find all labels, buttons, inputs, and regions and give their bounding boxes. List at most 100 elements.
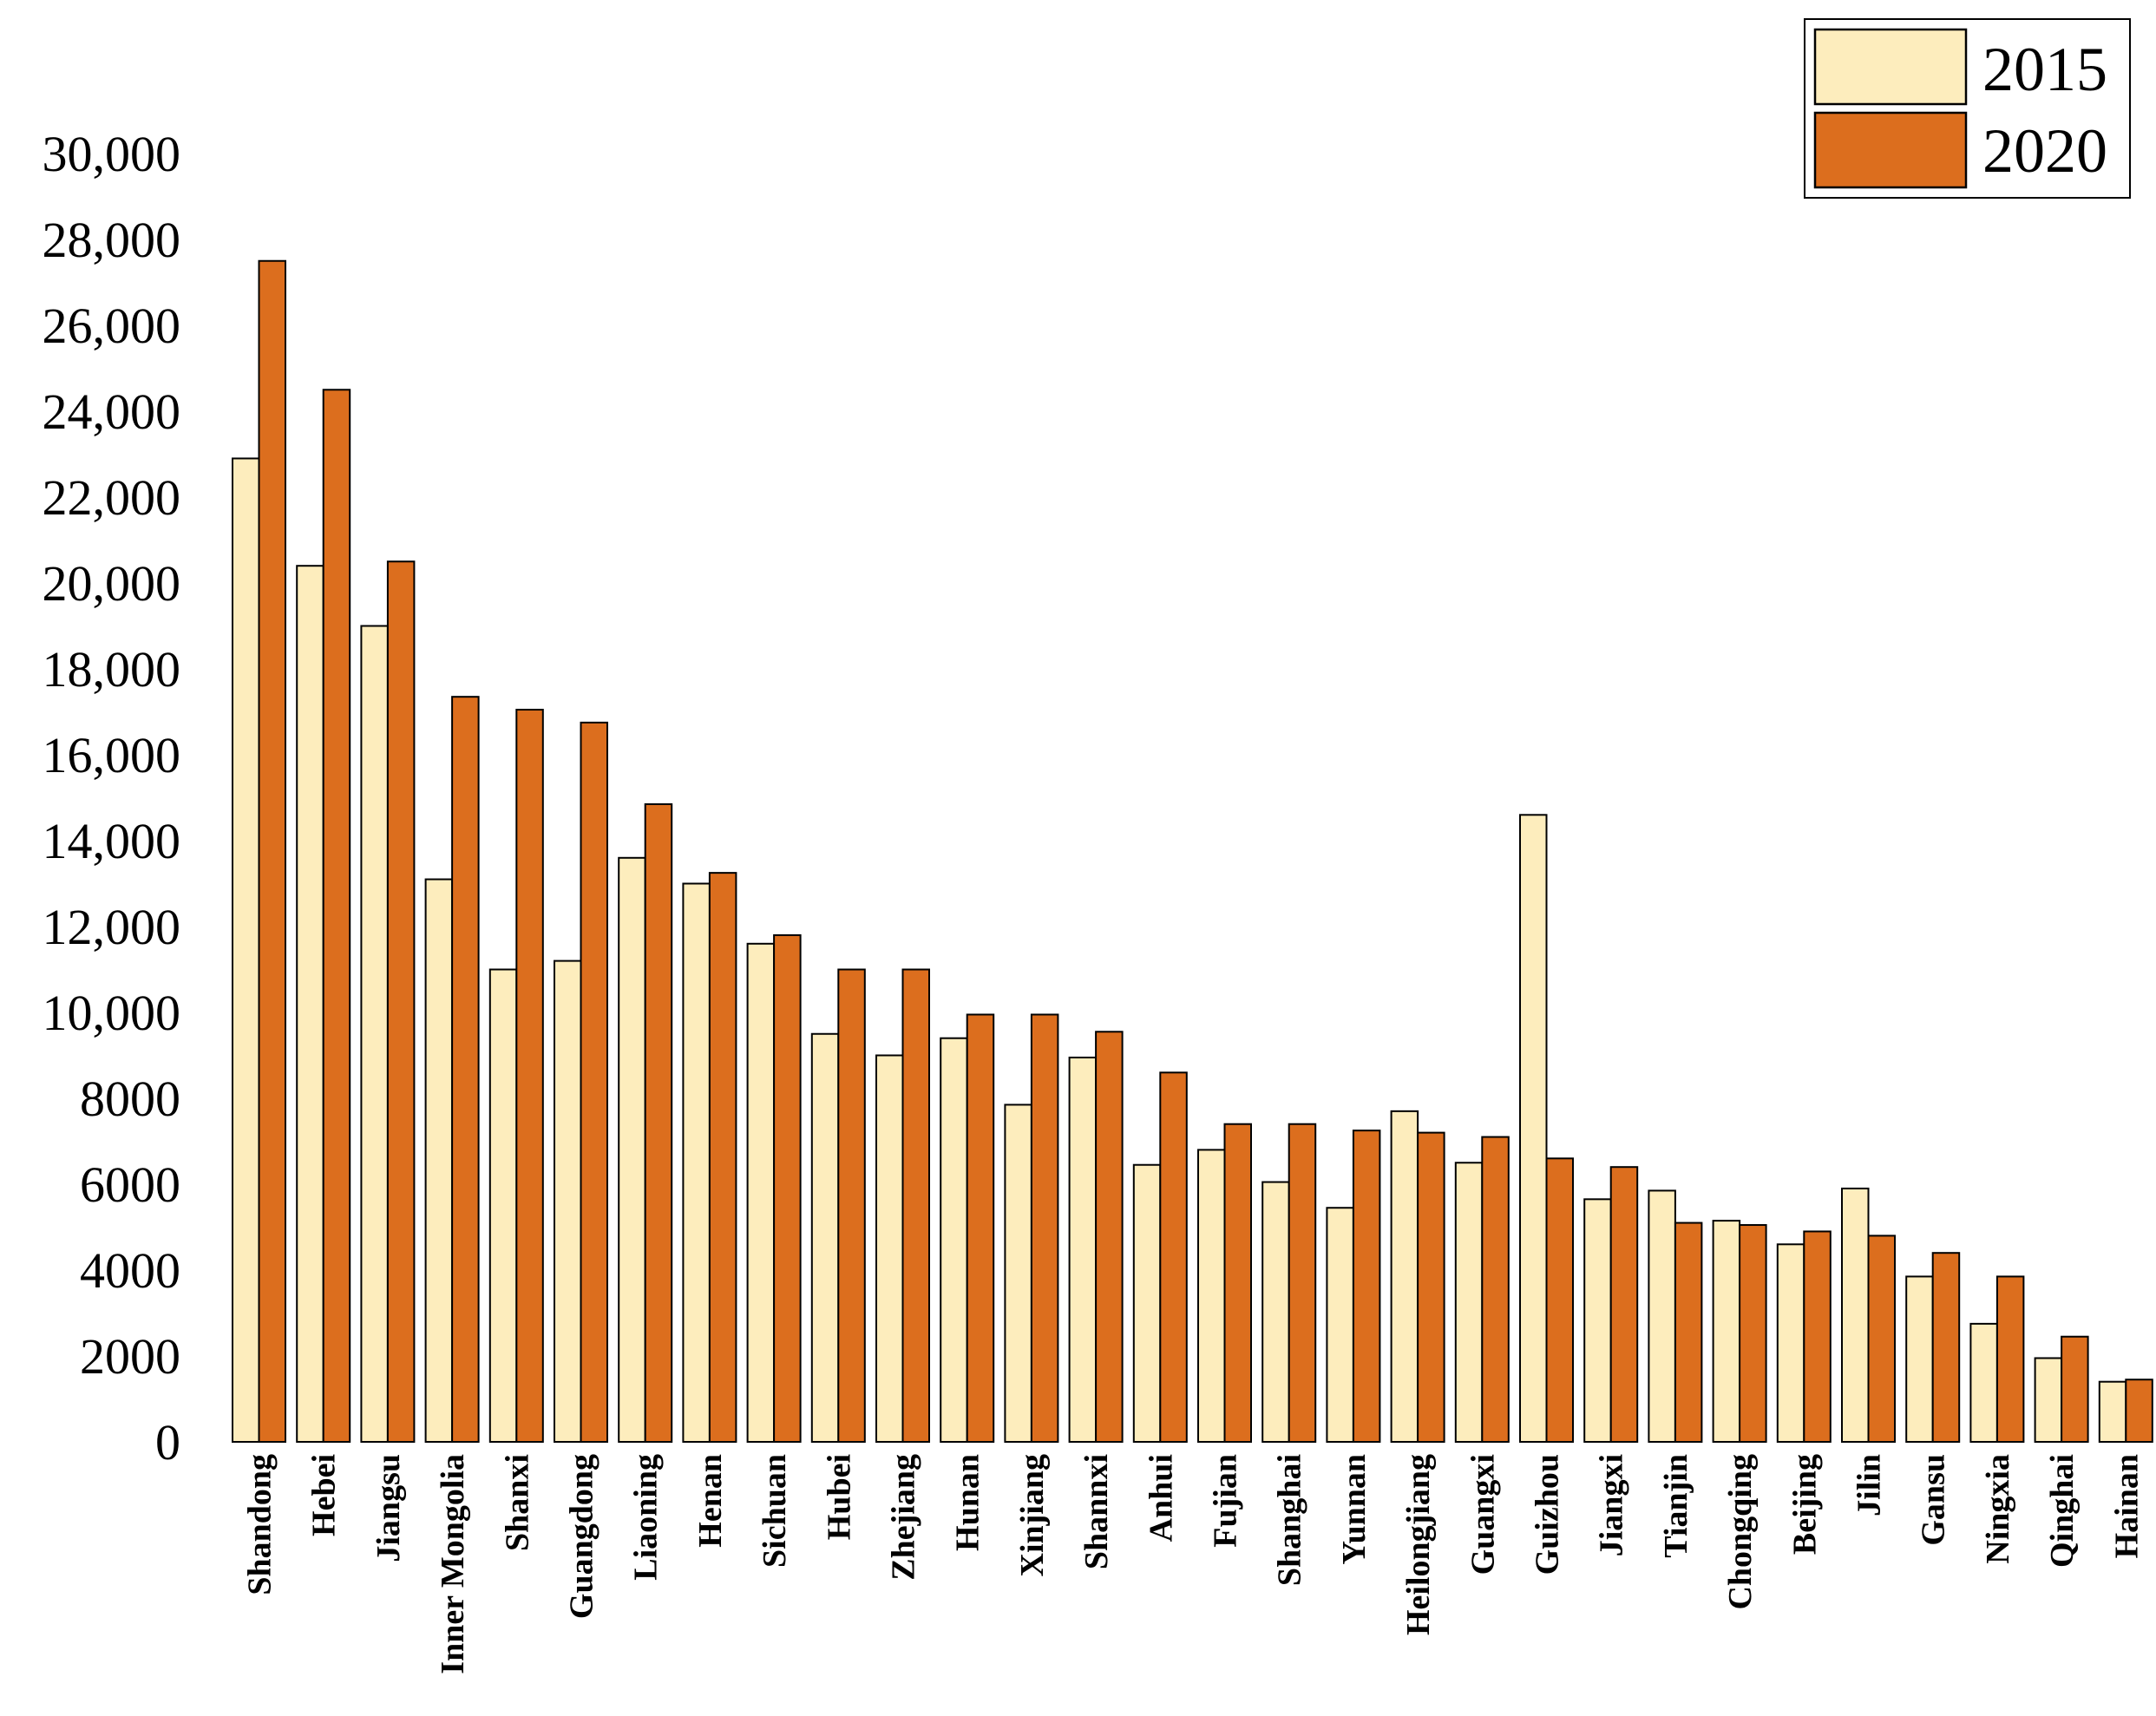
bars-group	[232, 259, 2153, 1444]
x-category-label: Guangxi	[1465, 1454, 1501, 1575]
bar-2015-yunnan	[1326, 1207, 1354, 1443]
x-category-label: Anhui	[1143, 1454, 1179, 1542]
bar-2020-sichuan	[773, 933, 802, 1443]
x-category-label: Xinjiang	[1014, 1454, 1051, 1576]
y-tick-label: 18,000	[43, 641, 181, 698]
bar-2020-anhui	[1159, 1071, 1188, 1444]
y-axis: 0 2000 4000 6000 8000 10,000 12,000 14,000 16,00…	[43, 126, 181, 1470]
bar-2020-inner-mongolia	[451, 696, 480, 1443]
bar-2015-tianjin	[1648, 1189, 1676, 1444]
x-category-label: Jilin	[1851, 1454, 1888, 1516]
bar-2020-xinjiang	[1030, 1013, 1059, 1443]
x-category-label: Heilongjiang	[1400, 1454, 1437, 1635]
legend: 2015 2020	[1804, 18, 2131, 199]
bar-2015-heilongjiang	[1390, 1110, 1419, 1443]
bar-2020-gansu	[1931, 1252, 1961, 1443]
x-category-label: Sichuan	[757, 1454, 793, 1568]
x-category-label: Shannxi	[1078, 1454, 1115, 1569]
bar-2015-guangdong	[554, 960, 582, 1443]
bar-2020-shannxi	[1095, 1031, 1124, 1444]
bar-2015-sichuan	[746, 942, 776, 1444]
bar-2015-xinjiang	[1004, 1104, 1032, 1444]
bar-2020-jiangxi	[1609, 1166, 1639, 1443]
x-category-label: Shanxi	[499, 1454, 535, 1551]
y-tick-label: 12,000	[43, 899, 181, 955]
bar-2020-guangxi	[1481, 1136, 1510, 1444]
bar-2015-shanghai	[1261, 1181, 1290, 1444]
x-category-label: Ningxia	[1980, 1454, 2016, 1564]
bar-2020-hebei	[322, 389, 351, 1443]
x-category-label: Jiangxi	[1594, 1454, 1630, 1556]
bar-2020-fujian	[1223, 1123, 1252, 1443]
x-category-label: Guizhou	[1530, 1454, 1566, 1575]
bar-2020-hainan	[2125, 1379, 2153, 1443]
bar-2020-jilin	[1867, 1235, 1896, 1444]
bar-2015-shandong	[232, 457, 260, 1444]
legend-swatch-2015	[1813, 28, 1968, 106]
bar-2015-hebei	[296, 565, 324, 1443]
bar-2015-jiangsu	[360, 625, 389, 1443]
x-category-label: Inner Mongolia	[435, 1454, 471, 1674]
x-category-label: Jiangsu	[370, 1454, 407, 1562]
bar-2015-jiangxi	[1583, 1198, 1612, 1443]
bar-2015-liaoning	[618, 856, 646, 1443]
x-category-label: Hunan	[950, 1454, 986, 1551]
y-tick-label: 20,000	[43, 555, 181, 612]
bar-2015-shanxi	[488, 968, 518, 1443]
y-tick-label: 2000	[80, 1328, 180, 1385]
bar-2015-gansu	[1905, 1275, 1934, 1444]
bar-2020-hunan	[966, 1013, 995, 1443]
bar-2020-liaoning	[644, 802, 673, 1443]
bar-2020-qinghai	[2061, 1335, 2089, 1443]
bar-2015-ningxia	[1969, 1322, 1998, 1443]
bar-2015-anhui	[1132, 1163, 1162, 1443]
bar-2015-hunan	[940, 1037, 968, 1443]
x-category-label: Beijing	[1786, 1454, 1823, 1555]
bar-2020-shanghai	[1288, 1123, 1317, 1443]
x-category-label: Zhejiang	[886, 1454, 922, 1581]
legend-swatch-2020	[1813, 111, 1968, 189]
bar-2020-jiangsu	[386, 560, 416, 1443]
bar-2020-yunnan	[1352, 1130, 1381, 1443]
bar-2015-guangxi	[1454, 1162, 1484, 1443]
x-category-label: Qinghai	[2044, 1454, 2081, 1568]
x-category-label: Tianjin	[1658, 1454, 1694, 1558]
bar-2020-guangdong	[580, 721, 608, 1443]
bar-2015-chongqing	[1712, 1220, 1741, 1443]
bar-2020-zhejiang	[901, 968, 930, 1443]
x-category-label: Yunnan	[1336, 1454, 1373, 1565]
x-category-label: Shanghai	[1272, 1454, 1308, 1586]
bar-2015-fujian	[1197, 1149, 1226, 1444]
y-tick-label: 26,000	[43, 298, 181, 354]
x-category-label: Shandong	[242, 1454, 279, 1595]
y-tick-label: 4000	[80, 1242, 180, 1299]
bar-2015-qinghai	[2034, 1357, 2063, 1443]
y-tick-label: 10,000	[43, 985, 181, 1041]
y-tick-label: 24,000	[43, 383, 181, 440]
bar-2015-jilin	[1841, 1187, 1870, 1443]
x-category-label: Hainan	[2108, 1454, 2145, 1558]
bar-2020-henan	[708, 872, 737, 1443]
bar-2020-tianjin	[1674, 1222, 1703, 1444]
bar-2020-heilongjiang	[1417, 1131, 1445, 1443]
x-category-label: Chongqing	[1722, 1454, 1759, 1610]
legend-label-2015: 2015	[1982, 35, 2107, 104]
x-axis: Shandong Hebei Jiangsu Inner Mongolia Shanxi…	[242, 1454, 2146, 1674]
legend-label-2020: 2020	[1982, 116, 2107, 186]
bar-2020-shanxi	[515, 709, 544, 1443]
bar-2015-hainan	[2098, 1380, 2127, 1443]
bar-2015-hubei	[810, 1032, 840, 1443]
bar-2020-ningxia	[1995, 1275, 2025, 1444]
bar-2015-beijing	[1776, 1243, 1805, 1444]
x-category-label: Hubei	[821, 1454, 857, 1540]
bar-2020-guizhou	[1545, 1157, 1574, 1444]
x-category-label: Fujian	[1208, 1454, 1244, 1548]
y-tick-label: 6000	[80, 1156, 180, 1213]
y-tick-label: 14,000	[43, 813, 181, 869]
x-category-label: Hebei	[306, 1454, 343, 1536]
bar-2020-chongqing	[1739, 1224, 1767, 1444]
y-tick-label: 0	[155, 1414, 180, 1470]
bar-2015-henan	[682, 882, 711, 1443]
bar-2015-inner-mongolia	[424, 878, 454, 1443]
